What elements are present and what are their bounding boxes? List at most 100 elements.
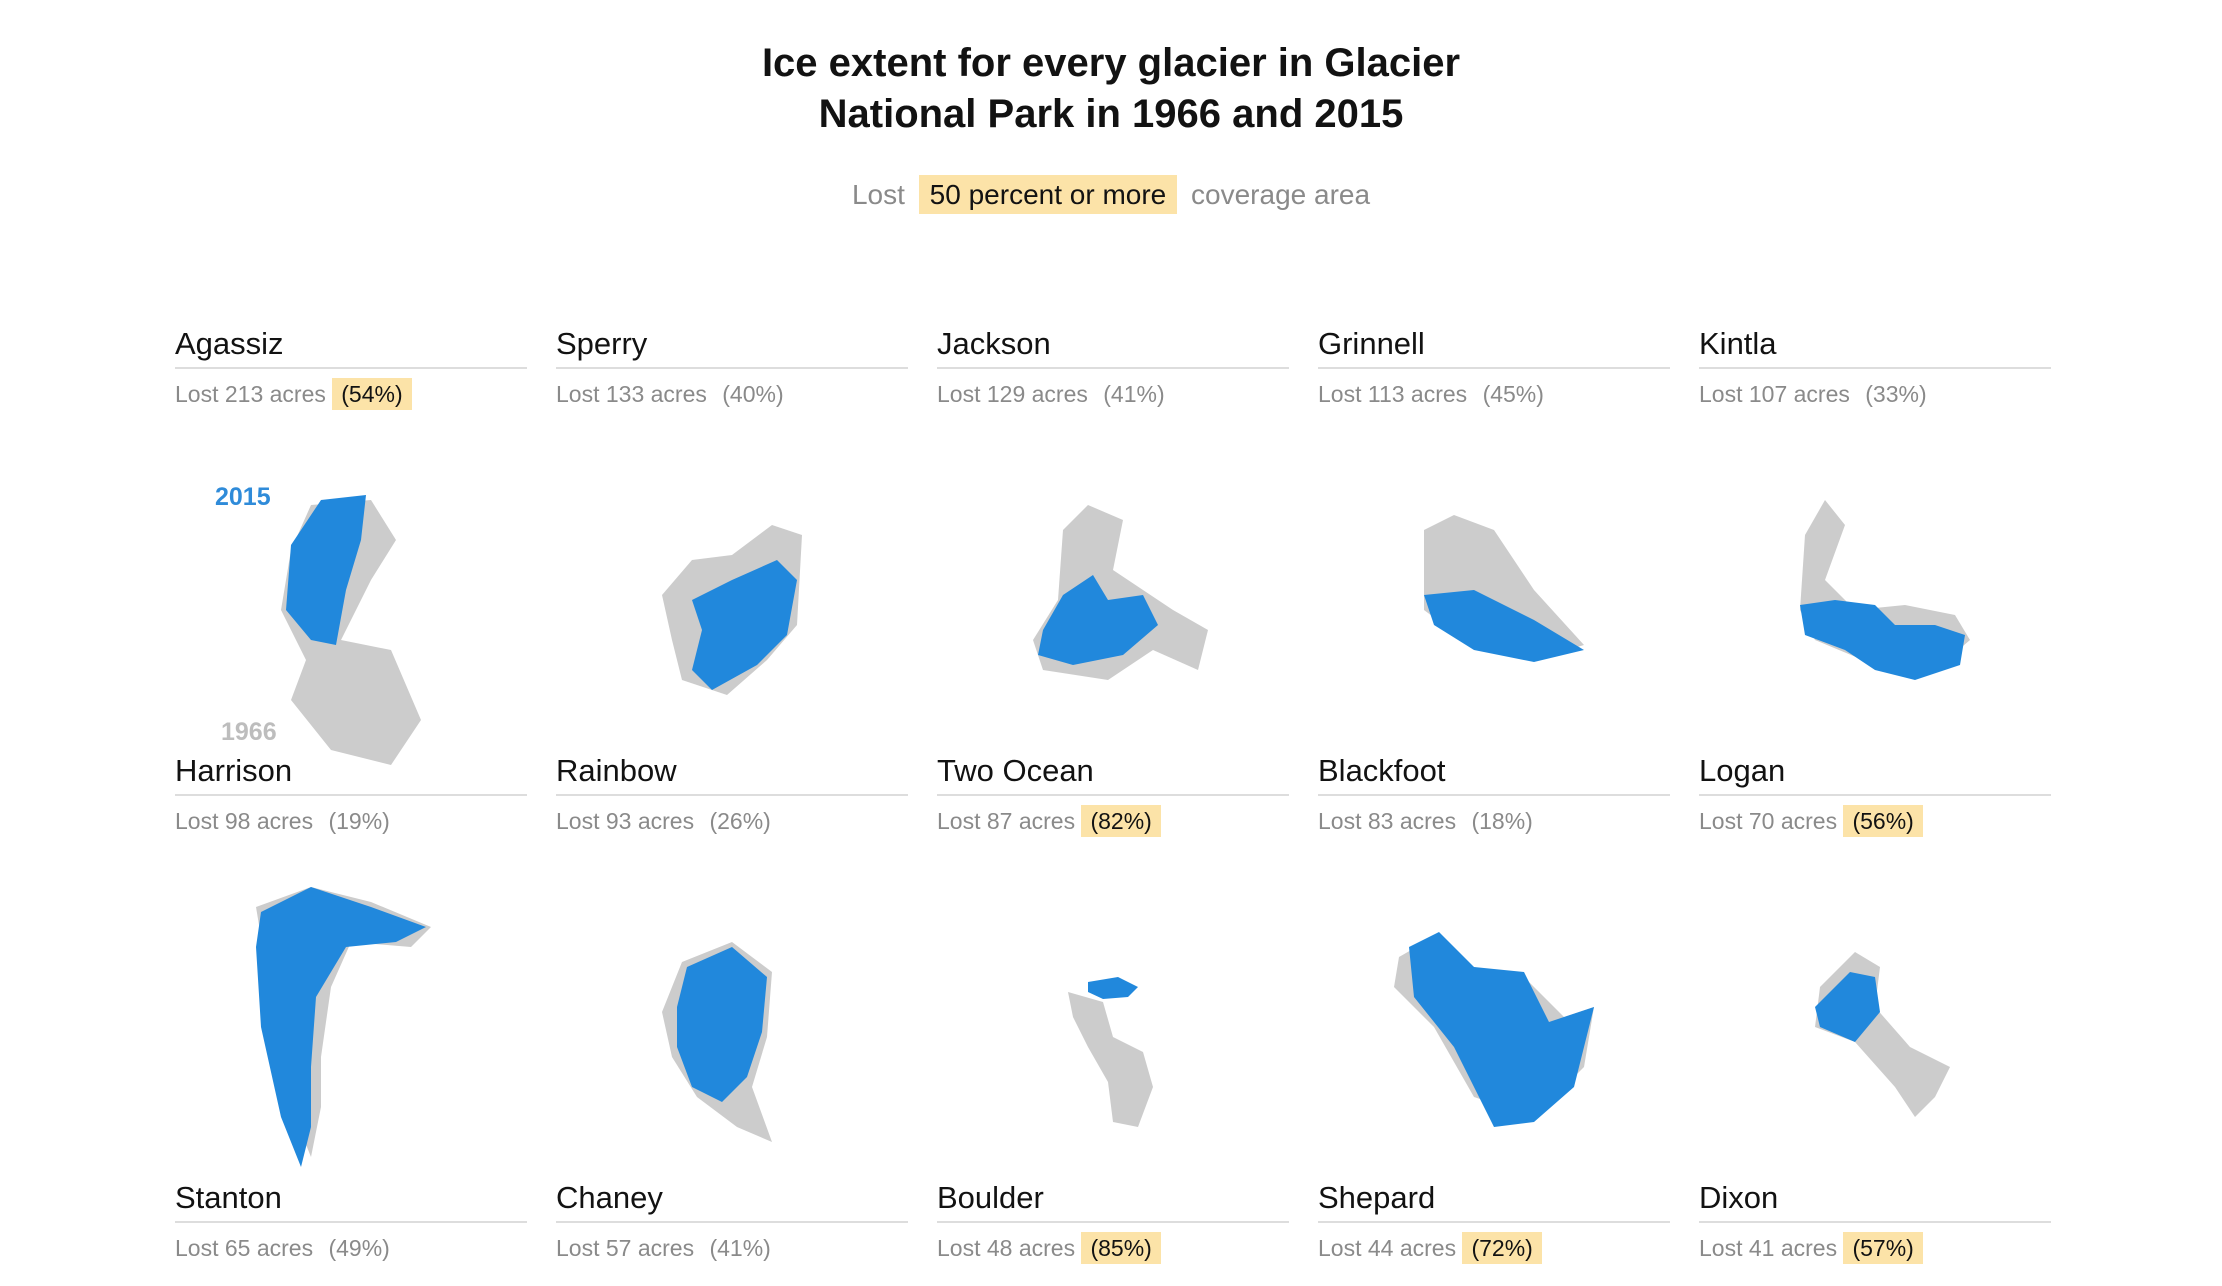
- glacier-outline-map: [1068, 977, 1153, 1127]
- glacier-name: Stanton: [175, 1179, 527, 1223]
- glacier-lost-percent: (41%): [709, 1235, 771, 1261]
- ice-extent-2015: [256, 887, 426, 1167]
- glacier-name: Logan: [1699, 752, 2051, 796]
- glacier-lost-percent: (57%): [1843, 1232, 1923, 1264]
- glacier-tile: Grinnell Lost 113 acres (45%): [1318, 325, 1670, 411]
- glacier-loss-stat: Lost 87 acres (82%): [937, 804, 1289, 838]
- glacier-lost-acres: Lost 48 acres: [937, 1235, 1076, 1261]
- glacier-lost-acres: Lost 213 acres: [175, 381, 326, 407]
- glacier-loss-stat: Lost 65 acres (49%): [175, 1231, 527, 1265]
- glacier-tile: Logan Lost 70 acres (56%): [1699, 752, 2051, 838]
- glacier-loss-stat: Lost 129 acres (41%): [937, 377, 1289, 411]
- glacier-lost-percent: (40%): [722, 381, 784, 407]
- glacier-name: Blackfoot: [1318, 752, 1670, 796]
- glacier-tile: Chaney Lost 57 acres (41%): [556, 1179, 908, 1265]
- glacier-tile: Blackfoot Lost 83 acres (18%): [1318, 752, 1670, 838]
- legend-label-2015: 2015: [215, 483, 271, 511]
- glacier-loss-stat: Lost 98 acres (19%): [175, 804, 527, 838]
- glacier-lost-acres: Lost 129 acres: [937, 381, 1088, 407]
- ice-extent-2015: [1815, 972, 1880, 1042]
- glacier-loss-stat: Lost 113 acres (45%): [1318, 377, 1670, 411]
- chart-title-line-2: National Park in 1966 and 2015: [818, 92, 1404, 136]
- chart-title: Ice extent for every glacier in Glacier …: [0, 38, 2222, 140]
- glacier-outline-map: [1815, 952, 1950, 1117]
- glacier-tile: Agassiz Lost 213 acres (54%): [175, 325, 527, 411]
- ice-extent-2015: [286, 495, 366, 645]
- glacier-lost-acres: Lost 44 acres: [1318, 1235, 1457, 1261]
- glacier-loss-stat: Lost 83 acres (18%): [1318, 804, 1670, 838]
- glacier-lost-percent: (56%): [1843, 805, 1923, 837]
- glacier-tile: Two Ocean Lost 87 acres (82%): [937, 752, 1289, 838]
- chart-subtitle: Lost 50 percent or more coverage area: [0, 173, 2222, 217]
- ice-extent-2015: [1424, 590, 1584, 662]
- glacier-lost-acres: Lost 83 acres: [1318, 808, 1457, 834]
- legend-label-1966: 1966: [221, 718, 277, 746]
- ice-extent-2015: [692, 560, 797, 690]
- glacier-tile: Jackson Lost 129 acres (41%): [937, 325, 1289, 411]
- glacier-lost-acres: Lost 93 acres: [556, 808, 695, 834]
- glacier-lost-acres: Lost 70 acres: [1699, 808, 1838, 834]
- glacier-name: Kintla: [1699, 325, 2051, 369]
- glacier-lost-percent: (18%): [1471, 808, 1533, 834]
- glacier-tile: Boulder Lost 48 acres (85%): [937, 1179, 1289, 1265]
- glacier-loss-stat: Lost 133 acres (40%): [556, 377, 908, 411]
- glacier-name: Sperry: [556, 325, 908, 369]
- glacier-name: Rainbow: [556, 752, 908, 796]
- glacier-lost-acres: Lost 107 acres: [1699, 381, 1850, 407]
- glacier-lost-percent: (41%): [1103, 381, 1165, 407]
- glacier-outline-map: [662, 525, 802, 695]
- ice-extent-1966: [1815, 952, 1950, 1117]
- glacier-lost-acres: Lost 87 acres: [937, 808, 1076, 834]
- glacier-loss-stat: Lost 44 acres (72%): [1318, 1231, 1670, 1265]
- glacier-name: Shepard: [1318, 1179, 1670, 1223]
- subtitle-highlight: 50 percent or more: [918, 175, 1178, 214]
- glacier-lost-acres: Lost 133 acres: [556, 381, 707, 407]
- ice-extent-1966: [1068, 992, 1153, 1127]
- glacier-loss-stat: Lost 107 acres (33%): [1699, 377, 2051, 411]
- glacier-loss-stat: Lost 70 acres (56%): [1699, 804, 2051, 838]
- ice-extent-2015: [1800, 600, 1965, 680]
- ice-extent-2015: [677, 947, 767, 1102]
- glacier-outline-map: [1800, 500, 1970, 680]
- glacier-tile: Stanton Lost 65 acres (49%): [175, 1179, 527, 1265]
- glacier-name: Chaney: [556, 1179, 908, 1223]
- chart-title-line-1: Ice extent for every glacier in Glacier: [761, 41, 1461, 85]
- glacier-tile: Sperry Lost 133 acres (40%): [556, 325, 908, 411]
- glacier-outline-map: [256, 887, 431, 1167]
- glacier-outline-map: 2015 1966: [215, 483, 421, 765]
- glacier-tile: Dixon Lost 41 acres (57%): [1699, 1179, 2051, 1265]
- glacier-loss-stat: Lost 213 acres (54%): [175, 377, 527, 411]
- glacier-tile: Rainbow Lost 93 acres (26%): [556, 752, 908, 838]
- glacier-loss-stat: Lost 57 acres (41%): [556, 1231, 908, 1265]
- glacier-lost-acres: Lost 113 acres: [1318, 381, 1468, 407]
- glacier-name: Jackson: [937, 325, 1289, 369]
- glacier-outline-map: [1424, 515, 1584, 662]
- glacier-lost-percent: (85%): [1081, 1232, 1161, 1264]
- glacier-name: Agassiz: [175, 325, 527, 369]
- glacier-lost-percent: (33%): [1865, 381, 1927, 407]
- glacier-lost-percent: (19%): [328, 808, 390, 834]
- glacier-outline-map: [1033, 505, 1208, 680]
- glacier-name: Grinnell: [1318, 325, 1670, 369]
- glacier-lost-percent: (54%): [332, 378, 412, 410]
- glacier-lost-acres: Lost 41 acres: [1699, 1235, 1838, 1261]
- glacier-tile: Kintla Lost 107 acres (33%): [1699, 325, 2051, 411]
- glacier-lost-percent: (26%): [709, 808, 771, 834]
- glacier-name: Dixon: [1699, 1179, 2051, 1223]
- glacier-lost-percent: (49%): [328, 1235, 390, 1261]
- glacier-lost-acres: Lost 65 acres: [175, 1235, 314, 1261]
- ice-extent-2015: [1088, 977, 1138, 999]
- ice-extent-2015: [1038, 575, 1158, 665]
- glacier-name: Harrison: [175, 752, 527, 796]
- glacier-loss-stat: Lost 48 acres (85%): [937, 1231, 1289, 1265]
- subtitle-prefix: Lost: [851, 179, 905, 210]
- glacier-loss-stat: Lost 93 acres (26%): [556, 804, 908, 838]
- glacier-lost-percent: (45%): [1482, 381, 1544, 407]
- glacier-name: Two Ocean: [937, 752, 1289, 796]
- glacier-outline-map: [1394, 932, 1594, 1127]
- ice-extent-2015: [1409, 932, 1594, 1127]
- glacier-lost-acres: Lost 57 acres: [556, 1235, 695, 1261]
- glacier-tile: Harrison Lost 98 acres (19%): [175, 752, 527, 838]
- glacier-lost-percent: (82%): [1081, 805, 1161, 837]
- glacier-loss-stat: Lost 41 acres (57%): [1699, 1231, 2051, 1265]
